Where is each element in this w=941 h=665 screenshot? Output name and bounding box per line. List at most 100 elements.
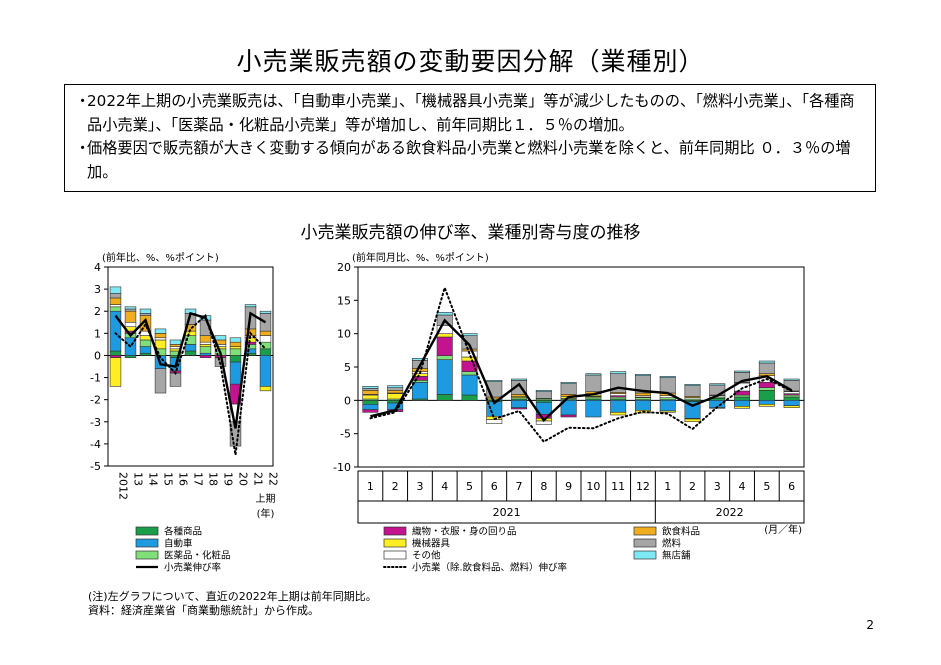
- annual-bar-segment: [139, 352, 152, 356]
- monthly-bar-segment: [585, 374, 602, 392]
- annual-plot-frame: [107, 266, 274, 467]
- annual-x-note-half: 上期: [256, 493, 276, 505]
- monthly-bar-segment: [684, 384, 701, 386]
- annual-x-tick-label: 21: [252, 472, 265, 486]
- monthly-x-tick-label: 8: [540, 480, 547, 493]
- monthly-x-tick-label: 11: [611, 480, 625, 493]
- annual-x-tick-label: 15: [162, 472, 175, 486]
- annual-bar-segment: [259, 335, 272, 343]
- monthly-bar-segment: [634, 374, 651, 376]
- monthly-bar-segment: [362, 390, 379, 395]
- monthly-line-excl: [369, 284, 793, 443]
- summary-text-1: 2022年上期の小売業販売は、「自動車小売業」、「機械器具小売業」等が減少したも…: [87, 92, 855, 134]
- source-note: 資料：経済産業省「商業動態統計」から作成。: [88, 604, 319, 617]
- monthly-y-tick-label: 0: [344, 394, 351, 407]
- monthly-bar-segment: [387, 385, 404, 388]
- annual-bar-segment: [244, 304, 257, 308]
- bullet-mark: ・: [75, 92, 91, 110]
- monthly-bar-segment: [461, 348, 478, 352]
- summary-box: ・ 2022年上期の小売業販売は、「自動車小売業」、「機械器具小売業」等が減少し…: [64, 84, 876, 192]
- monthly-bar-segment: [734, 390, 751, 396]
- annual-x-note-year: (年): [257, 507, 275, 520]
- monthly-bar-segment: [362, 404, 379, 410]
- monthly-bar-segment: [362, 400, 379, 405]
- annual-unit-label: (前年比、%、%ポイント): [102, 251, 219, 264]
- annual-x-tick-label: 19: [222, 472, 235, 486]
- monthly-bar-segment: [783, 378, 800, 381]
- monthly-bar-segment: [758, 387, 775, 391]
- monthly-bar-segment: [758, 400, 775, 405]
- annual-y-tick-label: 2: [94, 305, 101, 318]
- monthly-bar-segment: [511, 378, 528, 381]
- legend-label: 機械器具: [412, 538, 451, 550]
- annual-bar-segment: [139, 335, 152, 341]
- legend-swatch: [383, 550, 407, 560]
- monthly-bar-segment: [659, 377, 676, 394]
- monthly-bar-segment: [436, 333, 453, 338]
- annual-bar-segment: [199, 346, 212, 354]
- annual-bar-segment: [154, 328, 167, 334]
- monthly-y-tick-label: 5: [344, 361, 351, 374]
- annual-bar-segment: [139, 339, 152, 347]
- monthly-bar-segment: [436, 359, 453, 395]
- monthly-bar-segment: [734, 406, 751, 409]
- annual-bar-segment: [259, 341, 272, 350]
- legend-label: その他: [412, 550, 441, 562]
- monthly-bar-segment: [684, 418, 701, 422]
- monthly-line-total: [370, 318, 793, 423]
- monthly-bar-segment: [709, 383, 726, 386]
- annual-bar-segment: [109, 355, 122, 358]
- monthly-x-tick-label: 5: [763, 480, 770, 493]
- monthly-bar-segment: [436, 394, 453, 401]
- monthly-y-tick-label: -5: [340, 428, 351, 441]
- monthly-bar-segment: [659, 400, 676, 412]
- annual-x-tick-label: 18: [207, 472, 220, 486]
- legend-label: 小売業伸び率: [164, 562, 222, 574]
- monthly-bar-segment: [461, 333, 478, 336]
- annual-bar-segment: [169, 372, 182, 387]
- monthly-x-tick-label: 2: [392, 480, 399, 493]
- monthly-unit-label: (前年同月比、%、%ポイント): [352, 251, 489, 264]
- page-title: 小売業販売額の変動要因分解（業種別）: [236, 47, 705, 76]
- annual-x-tick-label: 16: [177, 472, 190, 486]
- annual-bar-segment: [199, 341, 212, 345]
- annual-bar-segment: [259, 348, 272, 356]
- annual-line-total: [114, 311, 267, 429]
- annual-bar-segment: [229, 361, 242, 385]
- monthly-bar-segment: [560, 382, 577, 384]
- monthly-bar-segment: [783, 396, 800, 401]
- monthly-y-tick-label: 20: [337, 261, 351, 274]
- annual-bar-segment: [139, 346, 152, 354]
- annual-bar-segment: [199, 344, 212, 347]
- annual-bar-segment: [199, 352, 212, 356]
- annual-bar-segment: [109, 286, 122, 294]
- annual-x-tick-label: 17: [192, 472, 205, 486]
- monthly-y-tick-label: -10: [333, 461, 351, 474]
- page-number: 2: [866, 618, 874, 632]
- legend-label: 無店舗: [662, 550, 691, 562]
- annual-bar-segment: [169, 344, 182, 347]
- annual-bar-segment: [259, 310, 272, 314]
- legend-swatch: [633, 538, 657, 548]
- monthly-x-tick-label: 1: [664, 480, 671, 493]
- annual-bar-segment: [124, 321, 137, 327]
- monthly-bar-segment: [461, 374, 478, 396]
- summary-point-2: ・ 価格要因で販売額が大きく変動する傾向がある飲食料品小売業と燃料小売業を除くと…: [75, 137, 863, 184]
- annual-bar-segment: [154, 337, 167, 341]
- annual-bar-segment: [214, 335, 227, 341]
- monthly-bar-segment: [535, 390, 552, 392]
- monthly-bar-segment: [362, 394, 379, 400]
- annual-bar-segment: [109, 357, 122, 387]
- monthly-year-label: 2021: [493, 506, 521, 519]
- monthly-bar-segment: [659, 410, 676, 413]
- annual-bar-segment: [109, 293, 122, 299]
- monthly-bar-segment: [362, 409, 379, 413]
- annual-x-tick-label: 13: [132, 472, 145, 486]
- annual-bar-segment: [199, 355, 212, 358]
- annual-bar-segment: [229, 348, 242, 356]
- annual-y-tick-label: 0: [94, 349, 101, 362]
- bullet-mark: ・: [75, 139, 91, 157]
- legend-swatch: [633, 526, 657, 536]
- annual-x-tick-label: 14: [147, 472, 160, 486]
